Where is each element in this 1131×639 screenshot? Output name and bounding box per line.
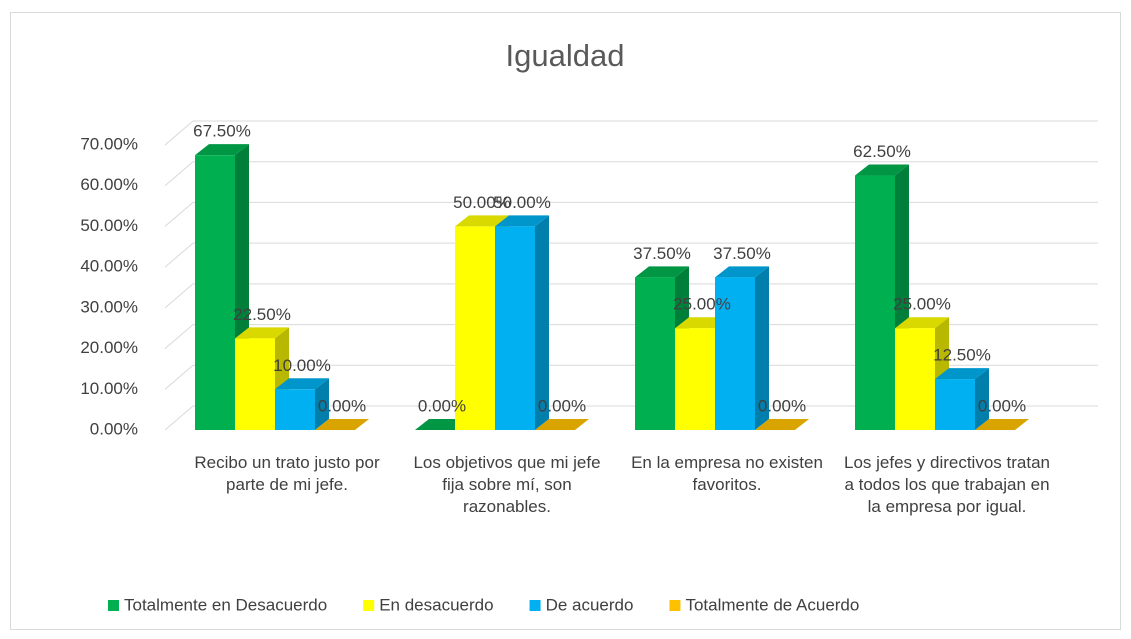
legend-label: En desacuerdo: [379, 595, 493, 614]
legend-marker: [108, 600, 119, 611]
bar: [635, 277, 675, 430]
legend-marker: [529, 600, 541, 611]
bar-top: [935, 368, 989, 380]
bar: [895, 328, 935, 430]
data-label: 0.00%: [538, 396, 586, 415]
y-tick-label: 40.00%: [80, 257, 138, 276]
bar: [195, 155, 235, 430]
x-tick-label: En la empresa no existen favoritos.: [631, 453, 823, 494]
bar-side: [315, 378, 329, 430]
x-tick-label: Los jefes y directivos tratan a todos lo…: [844, 453, 1050, 516]
data-label: 0.00%: [318, 396, 366, 415]
bar-side: [535, 215, 549, 430]
data-label: 50.00%: [493, 193, 551, 212]
bar: [455, 226, 495, 430]
x-tick-label: Recibo un trato justo por parte de mi je…: [194, 453, 380, 494]
bar: [935, 379, 975, 430]
legend-label: Totalmente de Acuerdo: [685, 595, 859, 614]
y-tick-label: 10.00%: [80, 379, 138, 398]
bar-top: [235, 327, 289, 339]
bar-top: [195, 144, 249, 156]
y-tick-label: 20.00%: [80, 338, 138, 357]
y-tick-label: 70.00%: [80, 134, 138, 153]
bar-top: [535, 419, 589, 430]
data-label: 37.50%: [633, 244, 691, 263]
legend-label: De acuerdo: [546, 595, 634, 614]
data-label: 0.00%: [978, 396, 1026, 415]
data-label: 37.50%: [713, 244, 771, 263]
bar-top: [755, 419, 809, 430]
grid-line-side: [164, 283, 194, 309]
data-label: 22.50%: [233, 305, 291, 324]
bar-side: [975, 368, 989, 430]
grid-line-side: [164, 405, 194, 431]
grid-line-side: [164, 120, 194, 146]
bar-top: [275, 378, 329, 390]
chart-border: [10, 12, 1121, 630]
y-tick-label: 0.00%: [90, 419, 138, 438]
bar-top: [315, 419, 369, 430]
bar-top: [895, 317, 949, 329]
data-label: 50.00%: [453, 193, 511, 212]
grid-line-side: [164, 324, 194, 349]
grid-line-side: [164, 364, 194, 390]
data-label: 10.00%: [273, 356, 331, 375]
bar: [715, 277, 755, 430]
data-label: 62.50%: [853, 142, 911, 161]
bar: [235, 338, 275, 430]
grid-line-side: [164, 242, 194, 268]
y-tick-label: 60.00%: [80, 175, 138, 194]
data-label: 25.00%: [673, 295, 731, 314]
bar: [855, 175, 895, 430]
bar-top: [495, 215, 549, 227]
data-label: 0.00%: [758, 396, 806, 415]
bar-top: [455, 215, 509, 227]
legend-marker: [669, 600, 681, 611]
y-tick-label: 30.00%: [80, 297, 138, 316]
bar-side: [755, 266, 769, 430]
bar-top: [975, 419, 1029, 430]
bar: [275, 389, 315, 430]
x-tick-label: Los objetivos que mi jefe fija sobre mí,…: [413, 453, 601, 516]
bar-top: [715, 266, 769, 278]
legend-label: Totalmente en Desacuerdo: [124, 595, 327, 614]
y-tick-label: 50.00%: [80, 216, 138, 235]
bar: [675, 328, 715, 430]
data-label: 0.00%: [418, 396, 466, 415]
bar: [495, 226, 535, 430]
data-label: 25.00%: [893, 295, 951, 314]
chart-title: Igualdad: [506, 38, 625, 73]
bar-top: [855, 164, 909, 176]
grid-line-side: [164, 202, 194, 227]
data-label: 67.50%: [193, 122, 251, 141]
data-label: 12.50%: [933, 346, 991, 365]
bar-top: [635, 266, 689, 278]
legend-marker: [363, 600, 375, 611]
grid-line-side: [164, 161, 194, 187]
